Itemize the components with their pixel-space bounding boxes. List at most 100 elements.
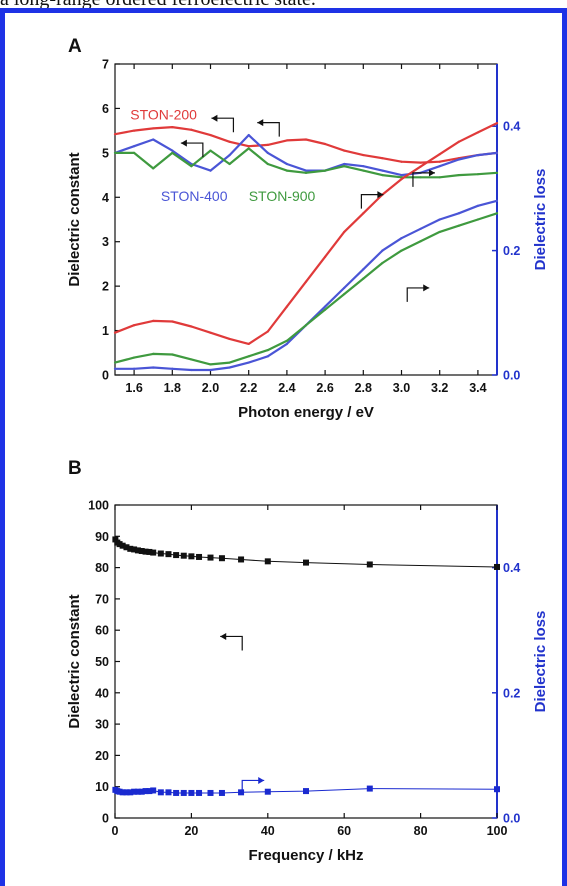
data-point	[362, 268, 365, 271]
panel-a-series	[113, 121, 499, 372]
data-point	[173, 552, 180, 559]
data-point	[438, 153, 441, 156]
data-point	[362, 277, 365, 280]
data-point	[133, 324, 136, 327]
y2-tick-label: 0.2	[503, 244, 520, 258]
data-point	[228, 361, 231, 364]
data-point	[133, 129, 136, 132]
data-point	[209, 368, 212, 372]
series-line	[115, 199, 498, 372]
data-point	[171, 367, 174, 370]
data-point	[494, 786, 500, 793]
data-point	[152, 366, 155, 369]
data-point	[303, 559, 309, 566]
data-point	[343, 286, 346, 290]
data-point	[228, 337, 231, 341]
data-point	[152, 319, 155, 322]
x-tick-label: 2.8	[355, 381, 372, 395]
y2-tick-label: 0.4	[503, 120, 520, 134]
data-point	[142, 788, 149, 795]
data-point	[304, 171, 308, 174]
data-point	[285, 162, 288, 166]
data-point	[152, 352, 155, 355]
data-point	[133, 356, 136, 359]
y-tick-label: 30	[95, 718, 109, 732]
panel-a-arrows	[180, 114, 435, 302]
data-point	[381, 169, 384, 172]
data-point	[285, 305, 288, 308]
data-point	[171, 149, 174, 152]
y-tick-label: 0	[102, 812, 109, 826]
panel-b-letter: B	[68, 458, 82, 479]
data-point	[123, 789, 130, 796]
data-point	[209, 331, 212, 334]
data-point	[457, 212, 460, 215]
data-point	[476, 153, 479, 157]
left-arrow-head	[180, 139, 187, 147]
data-point	[209, 169, 212, 172]
data-point	[266, 355, 269, 358]
data-point	[381, 157, 384, 160]
data-point	[343, 149, 346, 152]
x-tick-label: 80	[414, 824, 428, 838]
data-point	[171, 125, 174, 129]
data-point	[113, 133, 117, 136]
data-point	[304, 169, 308, 172]
y-tick-label: 10	[95, 780, 109, 794]
panel-b-x-axis-title: Frequency / kHz	[248, 847, 363, 864]
data-point	[419, 161, 422, 164]
y-tick-label: 100	[88, 499, 109, 513]
data-point	[171, 353, 174, 356]
left-arrow	[180, 142, 204, 158]
data-point	[138, 788, 145, 795]
data-point	[247, 361, 250, 364]
right-arrow-head	[377, 191, 384, 199]
data-point	[476, 131, 479, 134]
data-point	[476, 173, 479, 176]
left-arrow	[257, 122, 280, 137]
data-point	[362, 165, 365, 168]
data-point	[457, 173, 460, 177]
panel-a-x-axis-title: Photon energy / eV	[238, 404, 374, 421]
data-point	[209, 149, 212, 152]
data-point	[228, 366, 231, 369]
data-point	[190, 368, 193, 372]
left-arrow-head	[211, 114, 218, 122]
data-point	[218, 555, 225, 562]
data-point	[247, 147, 250, 150]
data-point	[142, 548, 149, 555]
y-tick-label: 1	[102, 324, 109, 338]
data-point	[343, 293, 346, 296]
series-label: STON-400	[161, 188, 228, 204]
data-point	[190, 358, 193, 361]
y-tick-label: 90	[95, 530, 109, 544]
right-arrow	[412, 172, 435, 187]
x-tick-label: 1.8	[164, 381, 181, 395]
y-tick-label: 7	[102, 58, 109, 72]
y-tick-label: 80	[95, 561, 109, 575]
data-point	[180, 789, 187, 796]
data-point	[419, 176, 422, 179]
data-point	[123, 544, 130, 551]
y-tick-label: 60	[95, 624, 109, 638]
data-point	[127, 545, 134, 552]
y-tick-label: 2	[102, 280, 109, 294]
data-point	[366, 785, 373, 792]
right-arrow-head	[258, 776, 265, 784]
data-point	[150, 549, 157, 556]
data-point	[362, 169, 365, 172]
data-point	[476, 204, 479, 207]
data-point	[476, 218, 479, 221]
left-arrow	[211, 117, 235, 133]
x-tick-label: 3.2	[431, 381, 448, 395]
data-point	[324, 169, 327, 172]
data-point	[495, 199, 499, 202]
y-tick-label: 0	[102, 369, 109, 383]
data-point	[247, 145, 250, 148]
data-point	[165, 551, 172, 558]
data-point	[264, 788, 271, 795]
y-tick-label: 6	[102, 102, 109, 116]
data-point	[400, 249, 403, 252]
left-arrow-head	[257, 119, 264, 127]
right-arrow	[241, 779, 265, 795]
